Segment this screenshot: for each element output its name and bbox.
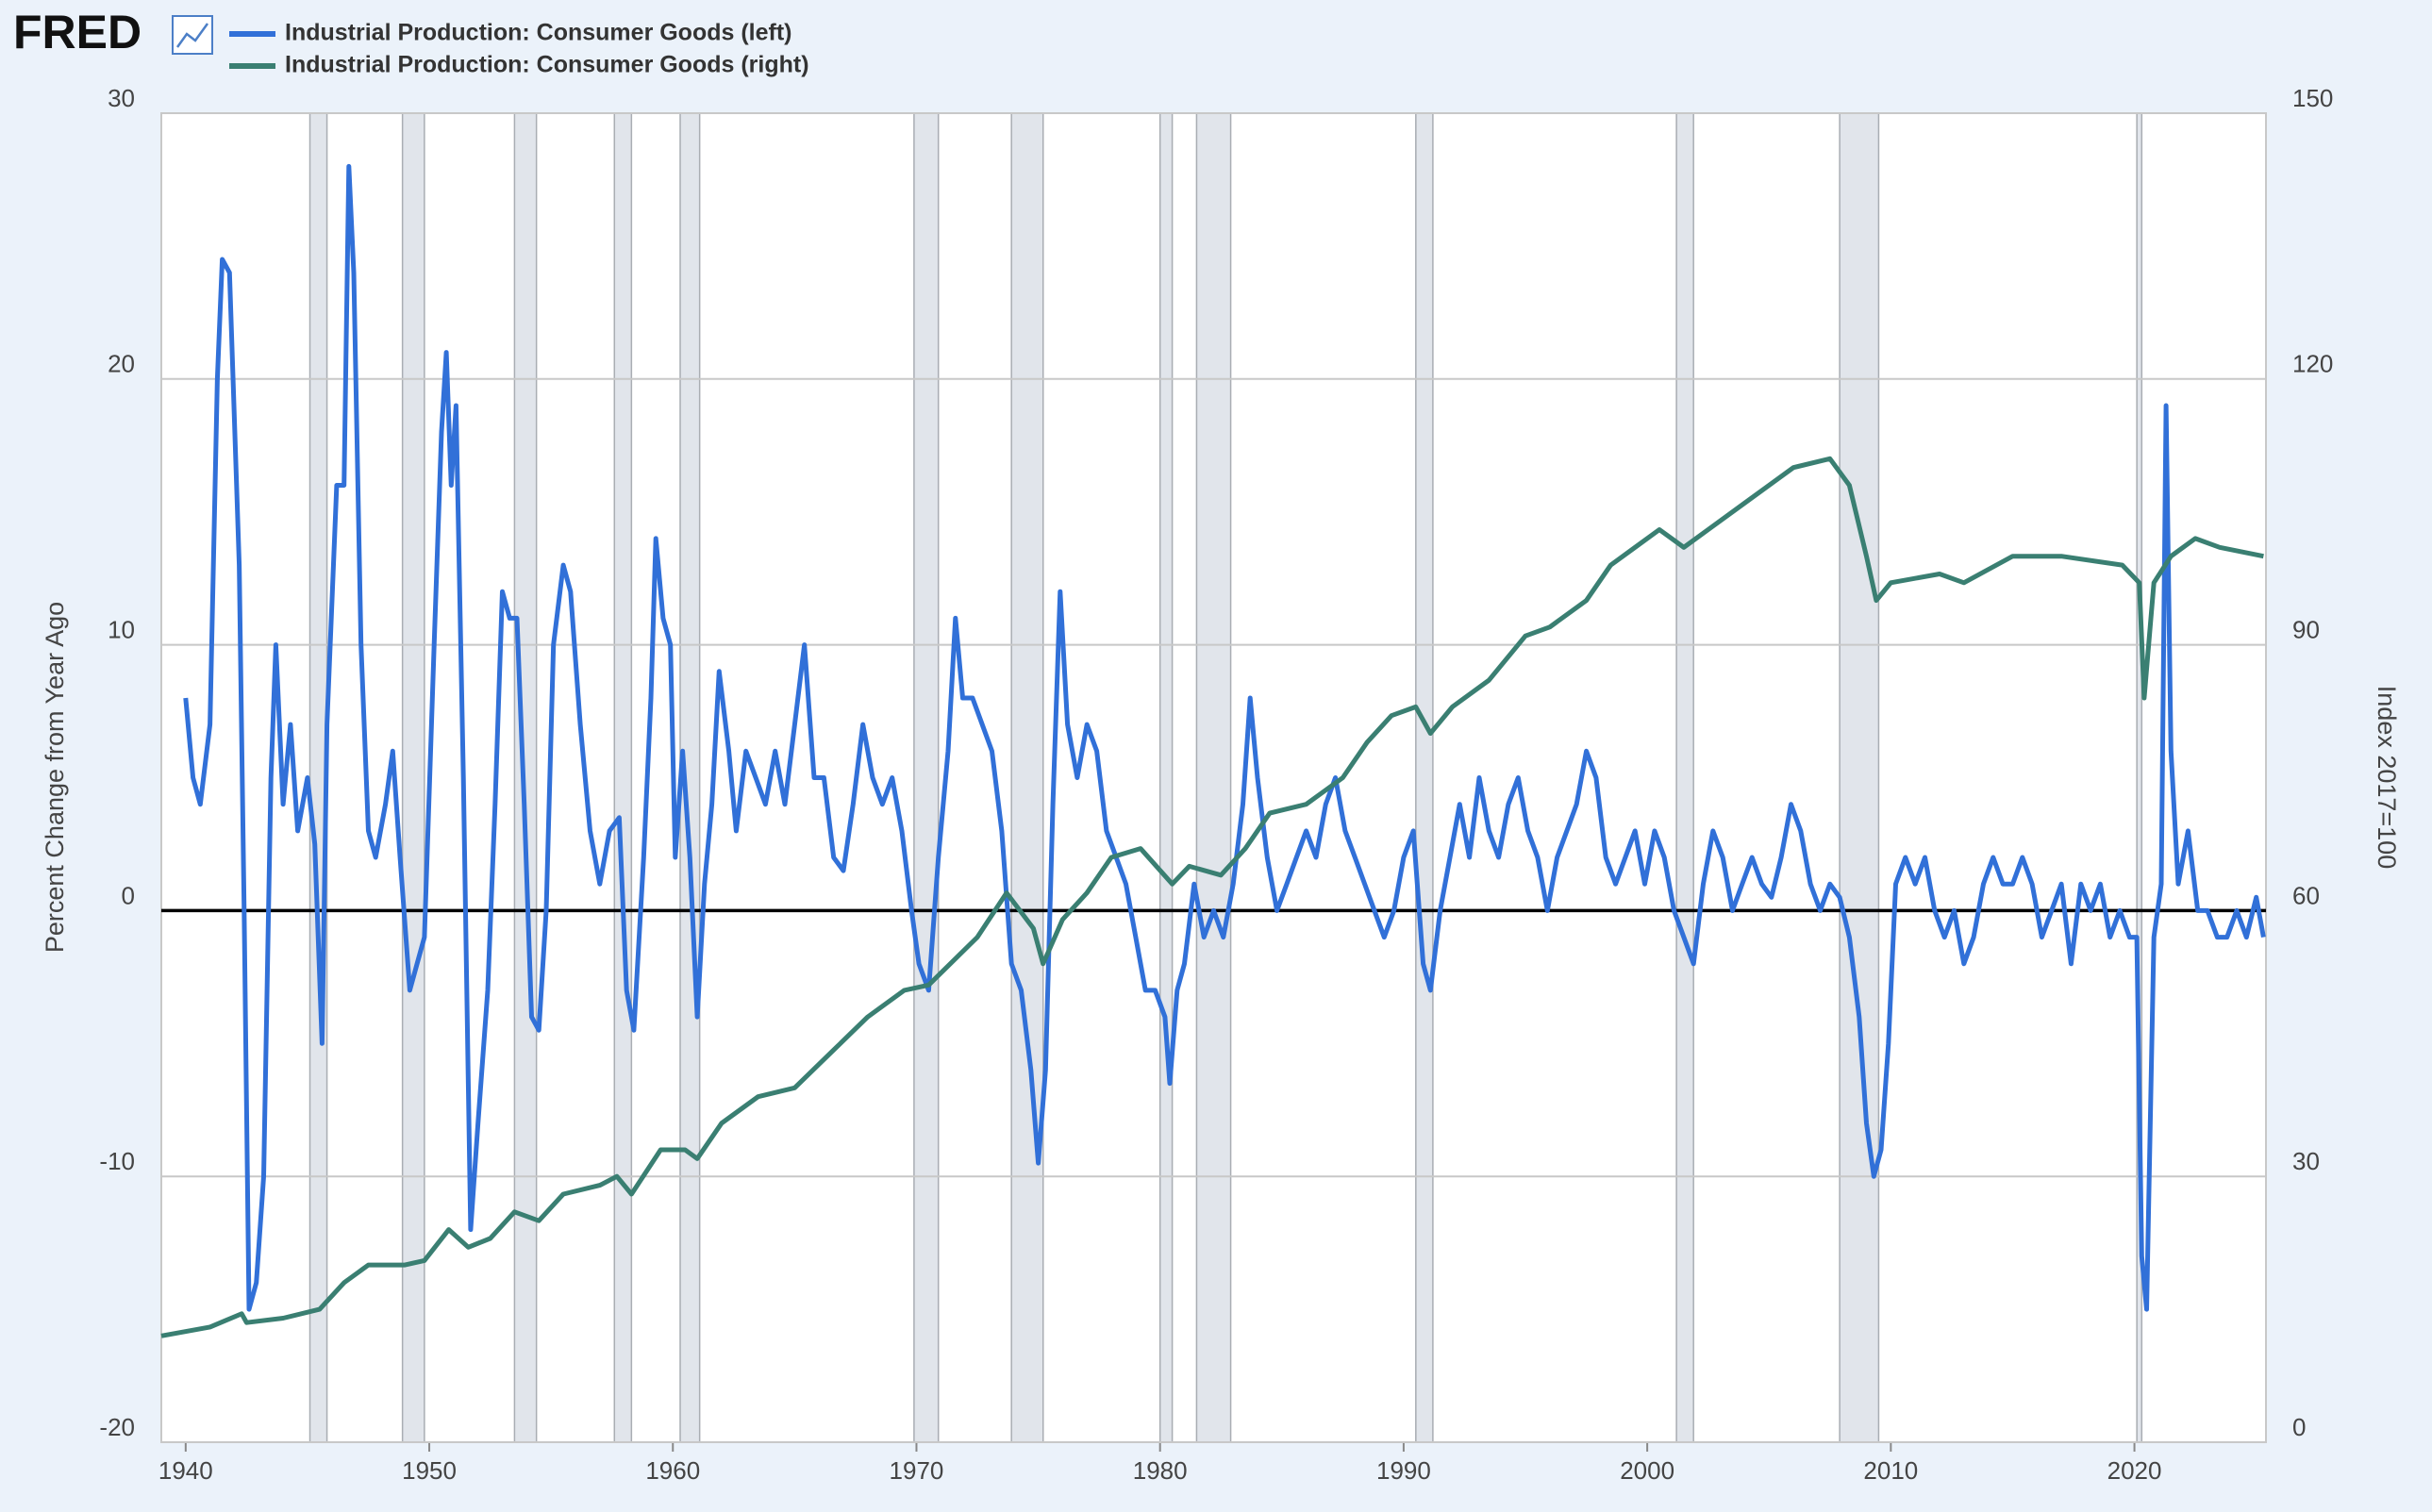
x-tick-label: 1980 [1133,1456,1188,1485]
y-tick-label: 30 [108,84,135,112]
logo-icon [172,15,213,55]
x-tick-label: 1960 [645,1456,700,1485]
plot-border [160,112,2267,1443]
y-tick-label: 10 [108,615,135,643]
recession-band [613,112,633,1443]
y2-tick-label: 120 [2292,350,2333,378]
x-tick-label: 2000 [1620,1456,1674,1485]
series-line [183,163,2266,1312]
y-axis-label: Percent Change from Year Ago [41,602,69,953]
x-tick-label: 1970 [890,1456,944,1485]
recession-band [1415,112,1434,1443]
x-tick-label: 1990 [1376,1456,1431,1485]
legend-label: Industrial Production: Consumer Goods (l… [285,20,792,46]
recession-band [401,112,425,1443]
y-tick-label: -10 [99,1147,135,1175]
series-line [160,456,2264,1338]
y2-tick-label: 30 [2292,1147,2320,1175]
logo: FRED [13,6,142,58]
recession-band [1010,112,1044,1443]
recession-band [1195,112,1232,1443]
y2-tick-label: 60 [2292,881,2320,909]
y2-axis-label: Index 2017=100 [2373,686,2401,869]
recession-band [913,112,940,1443]
y-tick-label: -20 [99,1413,135,1441]
y-tick-label: 20 [108,350,135,378]
x-tick-label: 1940 [158,1456,213,1485]
recession-band [1158,112,1174,1443]
recession-band [1675,112,1694,1443]
x-tick-label: 2020 [2107,1456,2162,1485]
y-tick-label: 0 [122,881,135,909]
x-tick-label: 1950 [402,1456,457,1485]
y2-tick-label: 150 [2292,84,2333,112]
x-tick-label: 2010 [1863,1456,1918,1485]
legend-label: Industrial Production: Consumer Goods (r… [285,52,809,78]
recession-band [1839,112,1880,1443]
y2-tick-label: 0 [2292,1413,2306,1441]
y2-tick-label: 90 [2292,615,2320,643]
